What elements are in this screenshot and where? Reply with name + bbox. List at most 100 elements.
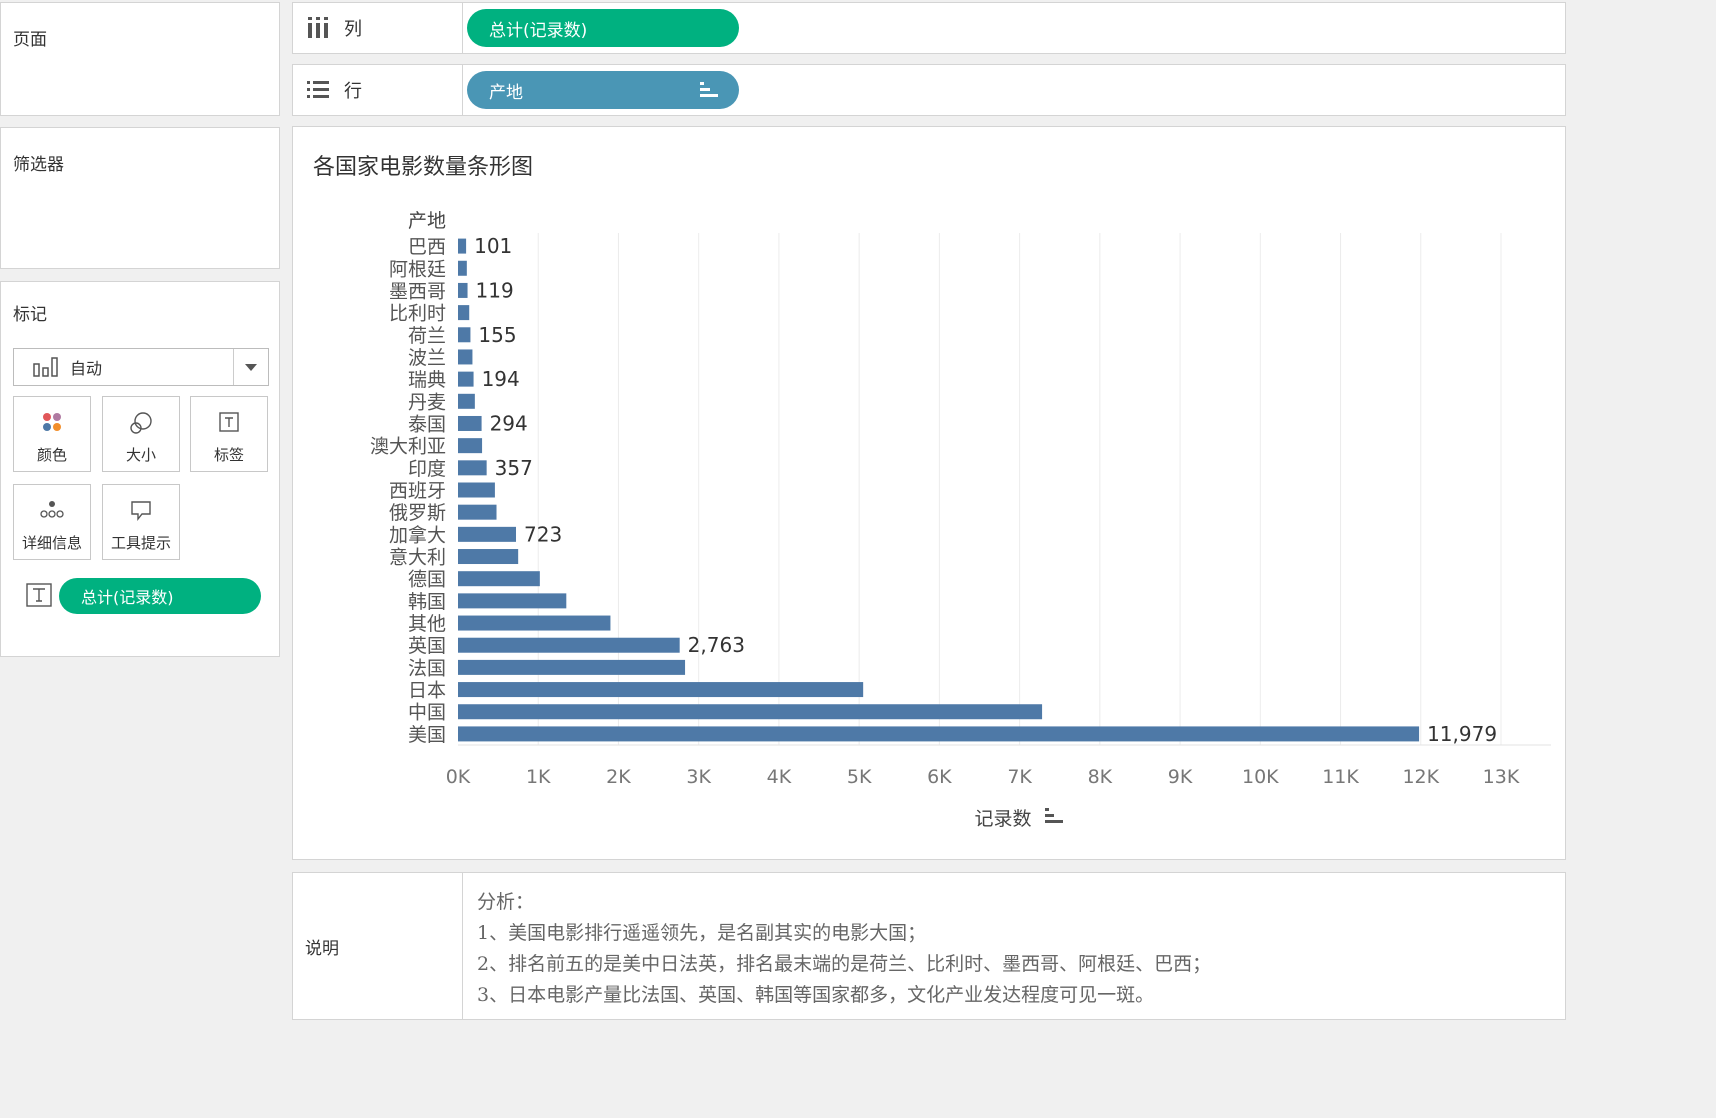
bar (458, 549, 519, 565)
detail-icon (40, 501, 64, 518)
caption-line: 2、排名前五的是美中日法英，排名最末端的是荷兰、比利时、墨西哥、阿根廷、巴西； (477, 953, 1212, 975)
bar (458, 682, 864, 698)
category-label: 波兰 (408, 347, 446, 369)
label-field-icon (26, 583, 52, 607)
bar (458, 393, 475, 409)
color-tile[interactable]: 颜色 (13, 396, 91, 472)
sort-icon (1045, 808, 1049, 811)
tick-label: 6K (927, 766, 952, 788)
tick-label: 11K (1322, 766, 1359, 788)
tick-label: 7K (1007, 766, 1032, 788)
bar (458, 438, 483, 454)
tick-label: 4K (767, 766, 792, 788)
bar (458, 238, 467, 254)
x-axis-title: 记录数 (974, 808, 1031, 830)
category-label: 美国 (408, 724, 446, 746)
data-label: 194 (482, 367, 520, 391)
tile-label: 标签 (213, 446, 244, 464)
columns-measure-pill[interactable]: 总计(记录数) (467, 9, 739, 47)
sort-icon (1045, 820, 1063, 823)
color-dots-icon (43, 413, 61, 431)
bar (458, 704, 1043, 720)
bar (458, 460, 487, 476)
y-axis-title: 产地 (408, 210, 446, 232)
caption-text: 分析： 1、美国电影排行遥遥领先，是名副其实的电影大国； 2、排名前五的是美中日… (477, 887, 1211, 1011)
columns-icon (308, 17, 328, 38)
data-label: 723 (524, 522, 562, 546)
size-icon (130, 412, 152, 434)
bar (458, 726, 1420, 742)
bar (458, 260, 467, 276)
category-label: 墨西哥 (389, 280, 446, 302)
mark-type-value: 自动 (70, 359, 103, 378)
tile-label: 大小 (125, 446, 156, 464)
category-label: 泰国 (408, 413, 446, 435)
category-label: 意大利 (389, 547, 446, 569)
category-label: 法国 (408, 657, 446, 679)
tooltip-icon (131, 501, 151, 521)
category-label: 瑞典 (408, 369, 446, 391)
label-icon (219, 412, 239, 432)
rows-shelf-label: 行 (293, 65, 463, 115)
bar (458, 526, 517, 542)
rows-dimension-pill[interactable]: 产地 (467, 71, 739, 109)
tile-label: 工具提示 (110, 534, 171, 552)
category-label: 英国 (408, 635, 446, 657)
category-label: 印度 (408, 458, 446, 480)
rows-icon (307, 81, 329, 98)
data-label: 101 (474, 234, 512, 258)
pages-panel: 页面 (0, 2, 280, 116)
category-label: 德国 (408, 569, 446, 591)
category-label: 加拿大 (389, 523, 446, 546)
pages-title: 页面 (13, 30, 47, 50)
data-label: 294 (490, 411, 528, 435)
dropdown-arrow[interactable] (233, 349, 268, 385)
tick-label: 9K (1168, 766, 1193, 788)
bar (458, 327, 471, 343)
rows-label: 行 (344, 81, 362, 102)
bar (458, 415, 482, 431)
marks-title: 标记 (13, 305, 47, 325)
caption-panel: 说明 分析： 1、美国电影排行遥遥领先，是名副其实的电影大国； 2、排名前五的是… (292, 872, 1566, 1020)
category-label: 阿根廷 (389, 258, 446, 280)
tick-label: 5K (847, 766, 872, 788)
sort-descending-icon[interactable] (699, 81, 719, 99)
label-tile[interactable]: 标签 (190, 396, 268, 472)
data-label: 119 (476, 278, 514, 302)
size-tile[interactable]: 大小 (102, 396, 180, 472)
tick-label: 0K (446, 766, 471, 788)
bar (458, 482, 495, 498)
category-label: 巴西 (408, 236, 446, 258)
data-label: 2,763 (688, 633, 745, 657)
bar (458, 659, 686, 675)
marks-panel: 标记 自动 颜色 大小 标签 (0, 281, 280, 657)
chart-panel: 各国家电影数量条形图 产地 巴西 101 阿根廷 墨西哥 119 比利时 荷兰 155 波兰 瑞典 1… (292, 126, 1566, 860)
label-measure-pill[interactable]: 总计(记录数) (59, 578, 261, 614)
bar (458, 504, 497, 520)
chart-title: 各国家电影数量条形图 (313, 155, 534, 180)
category-label: 日本 (408, 680, 446, 702)
tick-label: 1K (526, 766, 551, 788)
caption-line: 3、日本电影产量比法国、英国、韩国等国家都多，文化产业发达程度可见一斑。 (477, 984, 1155, 1006)
rows-shelf: 行 产地 (292, 64, 1566, 116)
bar (458, 571, 540, 587)
columns-label: 列 (344, 19, 362, 40)
bar (458, 593, 567, 609)
tooltip-tile[interactable]: 工具提示 (102, 484, 180, 560)
category-label: 中国 (408, 702, 446, 724)
category-label: 俄罗斯 (389, 502, 446, 524)
bar (458, 349, 473, 365)
detail-tile[interactable]: 详细信息 (13, 484, 91, 560)
mark-type-dropdown[interactable]: 自动 (13, 348, 269, 386)
category-label: 澳大利亚 (370, 436, 446, 458)
bar (458, 282, 468, 298)
caption-line: 1、美国电影排行遥遥领先，是名副其实的电影大国； (477, 922, 927, 944)
data-label: 155 (478, 323, 516, 347)
tick-label: 13K (1483, 766, 1520, 788)
category-label: 丹麦 (408, 391, 446, 413)
tick-label: 12K (1402, 766, 1439, 788)
columns-shelf: 列 总计(记录数) (292, 2, 1566, 54)
tick-label: 3K (686, 766, 711, 788)
bar (458, 371, 474, 387)
